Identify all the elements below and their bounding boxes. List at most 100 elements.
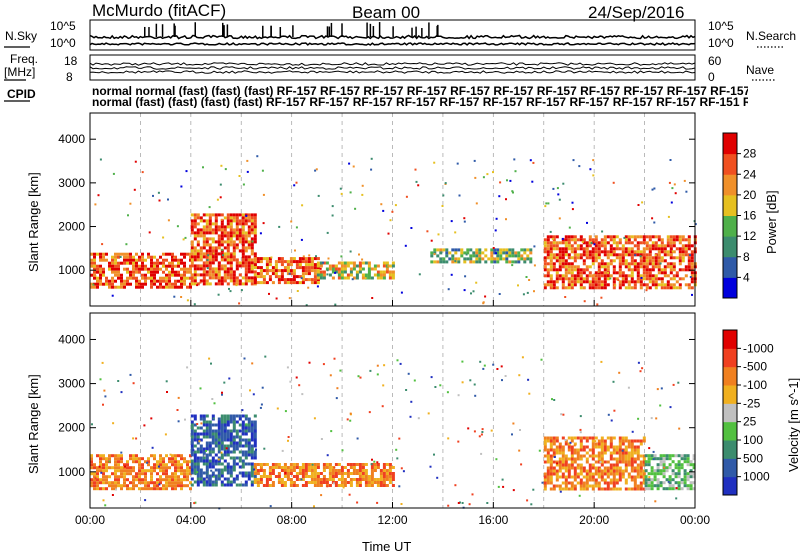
data-cell <box>238 249 242 253</box>
data-cell <box>677 475 681 479</box>
data-cell <box>463 257 467 261</box>
data-cell <box>687 238 691 242</box>
data-cell <box>229 234 233 238</box>
data-cell <box>552 472 556 476</box>
data-cell <box>129 270 132 274</box>
data-cell <box>226 222 230 226</box>
data-cell <box>358 270 362 274</box>
data-cell <box>229 279 233 283</box>
data-cell <box>304 484 308 487</box>
data-cell <box>543 250 547 254</box>
data-cell <box>460 248 464 252</box>
data-cell <box>690 262 694 266</box>
data-cell <box>189 454 192 458</box>
data-cell <box>370 484 374 487</box>
data-cell <box>150 472 153 476</box>
data-cell <box>174 270 177 274</box>
data-cell <box>579 445 583 449</box>
data-cell <box>373 469 377 472</box>
data-cell <box>642 472 646 476</box>
power-colorbar-tick-label: 20 <box>743 188 757 202</box>
data-cell <box>211 255 215 259</box>
data-cell <box>352 267 356 271</box>
data-cell <box>570 271 574 275</box>
data-cell <box>190 435 194 439</box>
data-cell <box>675 235 679 239</box>
data-cell <box>217 474 221 478</box>
data-cell <box>588 286 592 290</box>
data-cell <box>647 487 651 491</box>
scatter-cell <box>458 194 461 197</box>
data-cell <box>226 444 230 448</box>
data-cell <box>99 463 102 467</box>
scatter-cell <box>436 476 439 479</box>
data-cell <box>564 265 568 269</box>
data-cell <box>579 244 583 248</box>
scatter-cell <box>648 447 651 450</box>
data-cell <box>564 274 568 278</box>
data-cell <box>310 466 314 469</box>
nave-tick-top: 60 <box>708 54 722 68</box>
data-cell <box>235 267 239 271</box>
data-cell <box>546 451 550 455</box>
data-cell <box>543 286 547 290</box>
data-cell <box>202 435 206 439</box>
data-cell <box>196 471 200 475</box>
data-cell <box>220 234 224 238</box>
scatter-cell <box>112 172 115 175</box>
data-cell <box>190 282 194 286</box>
data-cell <box>286 475 290 478</box>
data-cell <box>199 258 203 262</box>
data-cell <box>579 277 583 281</box>
data-cell <box>111 466 114 470</box>
data-cell <box>639 487 643 491</box>
data-cell <box>235 420 239 424</box>
scatter-cell <box>221 391 223 394</box>
data-cell <box>621 262 625 266</box>
scatter-cell <box>511 190 514 193</box>
scatter-cell <box>196 423 199 425</box>
data-cell <box>232 279 236 283</box>
data-cell <box>591 241 595 245</box>
data-cell <box>247 240 251 244</box>
data-cell <box>304 260 308 264</box>
data-cell <box>647 472 651 476</box>
data-cell <box>657 256 661 260</box>
scatter-cell <box>517 284 519 287</box>
data-cell <box>600 271 604 275</box>
data-cell <box>141 267 144 271</box>
data-cell <box>349 463 353 466</box>
data-cell <box>642 250 646 254</box>
scatter-cell <box>333 357 336 360</box>
data-cell <box>247 258 251 262</box>
data-cell <box>111 276 114 280</box>
data-cell <box>250 282 254 286</box>
scatter-cell <box>405 195 408 198</box>
data-cell <box>256 478 260 481</box>
data-cell <box>171 258 174 262</box>
data-cell <box>196 480 200 484</box>
data-cell <box>496 251 500 255</box>
data-cell <box>229 258 233 262</box>
data-cell <box>220 219 224 223</box>
data-cell <box>612 250 616 254</box>
data-cell <box>208 435 212 439</box>
data-cell <box>334 484 338 487</box>
data-cell <box>624 253 628 257</box>
data-cell <box>247 444 251 448</box>
data-cell <box>256 275 260 279</box>
data-cell <box>689 460 693 464</box>
scatter-cell <box>276 407 279 410</box>
scatter-cell <box>368 411 371 414</box>
scatter-cell <box>357 375 360 378</box>
data-cell <box>508 248 512 252</box>
data-cell <box>597 466 601 470</box>
scatter-cell <box>497 485 500 488</box>
scatter-cell <box>251 240 254 243</box>
scatter-cell <box>115 488 117 491</box>
data-cell <box>129 276 132 280</box>
data-cell <box>591 463 595 467</box>
data-cell <box>211 465 215 469</box>
data-cell <box>153 454 156 458</box>
data-cell <box>132 454 135 458</box>
